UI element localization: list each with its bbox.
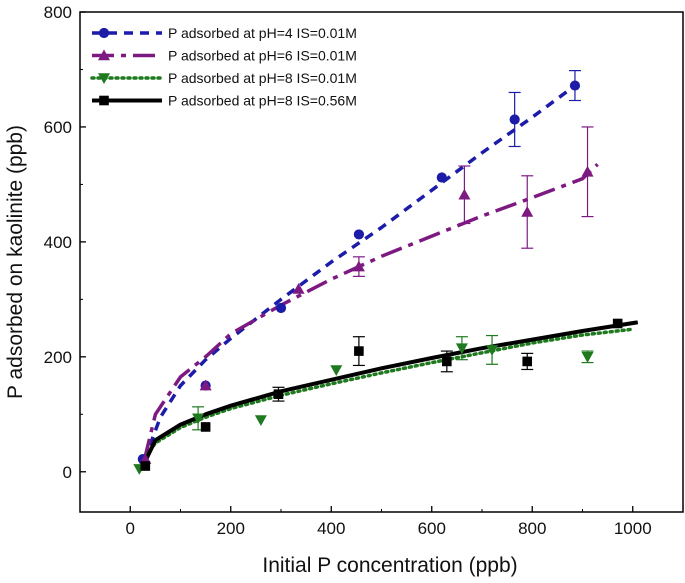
data-point-series-2 xyxy=(199,379,212,391)
x-tick-label: 400 xyxy=(317,519,345,538)
legend-item: P adsorbed at pH=4 IS=0.01M xyxy=(92,25,357,41)
data-point-series-1 xyxy=(436,172,447,183)
data-point-series-2 xyxy=(458,188,471,200)
data-point-series-1 xyxy=(353,229,364,240)
data-point-series-2 xyxy=(521,206,534,217)
x-tick-label: 0 xyxy=(126,519,135,538)
data-point-series-2 xyxy=(352,260,365,272)
x-tick-label: 200 xyxy=(217,519,245,538)
legend-item: P adsorbed at pH=8 IS=0.56M xyxy=(92,93,357,109)
x-axis-title: Initial P concentration (ppb) xyxy=(262,554,517,577)
data-point-series-3 xyxy=(455,343,468,355)
legend-marker xyxy=(98,73,110,84)
data-point-series-4 xyxy=(273,389,284,399)
fit-line-series-4 xyxy=(142,320,639,464)
y-tick-label: 0 xyxy=(63,463,72,482)
data-point-series-1 xyxy=(509,114,520,125)
legend-marker xyxy=(98,49,110,61)
data-point-series-4 xyxy=(442,356,452,367)
data-point-series-3 xyxy=(486,345,499,356)
y-tick-label: 200 xyxy=(44,348,72,367)
legend-item: P adsorbed at pH=6 IS=0.01M xyxy=(92,48,357,64)
data-point-series-4 xyxy=(354,346,364,356)
data-point-series-4 xyxy=(140,461,151,471)
y-tick-label: 400 xyxy=(44,233,72,252)
data-point-series-1 xyxy=(275,302,287,314)
legend-marker xyxy=(98,27,110,39)
fit-line-series-1 xyxy=(142,82,579,461)
x-tick-label: 800 xyxy=(518,519,546,538)
data-markers xyxy=(133,80,623,475)
legend: P adsorbed at pH=4 IS=0.01M P adsorbed at… xyxy=(90,25,357,109)
x-tick-label: 1000 xyxy=(614,519,652,538)
data-point-series-4 xyxy=(612,318,623,329)
data-point-series-4 xyxy=(522,356,533,367)
legend-marker xyxy=(99,95,109,106)
plot-frame xyxy=(79,11,684,513)
legend-label: P adsorbed at pH=6 IS=0.01M xyxy=(168,48,357,64)
data-point-series-3 xyxy=(581,352,594,363)
data-point-series-2 xyxy=(581,165,594,177)
x-tick-label: 600 xyxy=(418,519,446,538)
data-point-series-3 xyxy=(254,415,267,427)
fit-lines xyxy=(141,82,639,464)
legend-label: P adsorbed at pH=8 IS=0.56M xyxy=(168,93,357,109)
data-point-series-2 xyxy=(292,283,305,294)
legend-item: P adsorbed at pH=8 IS=0.01M xyxy=(90,70,357,86)
data-point-series-4 xyxy=(200,422,211,432)
x-axis: 0 200 400 600 800 1000 xyxy=(126,506,652,538)
fit-line-series-3 xyxy=(141,327,635,463)
data-point-series-1 xyxy=(569,80,581,91)
y-axis: 0 200 400 600 800 xyxy=(44,3,86,482)
data-point-series-3 xyxy=(330,365,343,377)
y-tick-label: 800 xyxy=(44,3,72,22)
y-tick-label: 600 xyxy=(44,118,72,137)
fit-line-series-2 xyxy=(142,163,599,461)
data-point-series-3 xyxy=(192,413,205,425)
legend-label: P adsorbed at pH=8 IS=0.01M xyxy=(168,70,357,86)
y-axis-title: P adsorbed on kaolinite (ppb) xyxy=(4,125,27,399)
legend-label: P adsorbed at pH=4 IS=0.01M xyxy=(168,25,357,41)
